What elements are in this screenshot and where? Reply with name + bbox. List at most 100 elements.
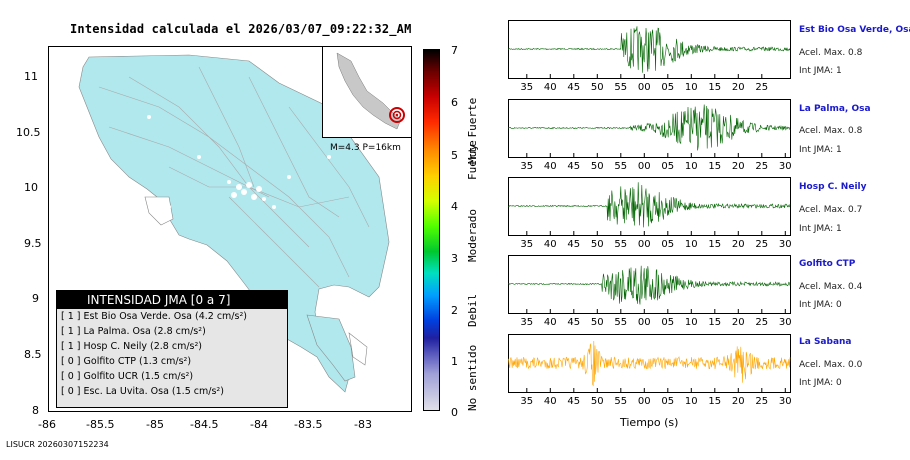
x-tick-label: 35 xyxy=(520,82,533,93)
colorbar-tick: 1 xyxy=(451,355,458,368)
x-tick-label: 25 xyxy=(755,82,768,93)
costa-rica-land xyxy=(78,54,390,393)
x-tick-label: 45 xyxy=(567,396,580,407)
legend-item: [ 0 ] Golfito UCR (1.5 cm/s²) xyxy=(61,371,194,382)
x-tick-label: 00 xyxy=(638,239,651,250)
x-tick: -84.5 xyxy=(190,418,219,431)
x-tick-label: 25 xyxy=(755,239,768,250)
x-tick-label: 05 xyxy=(661,82,674,93)
legend-item: [ 1 ] Hosp C. Neily (2.8 cm/s²) xyxy=(61,341,202,352)
x-tick: -85 xyxy=(146,418,164,431)
x-tick-label: 40 xyxy=(544,82,557,93)
seismogram-3: 35 40 45 50 55 00 05 10 15 20 25 30 xyxy=(508,255,792,328)
x-tick-label: 45 xyxy=(567,161,580,172)
station-name: Hosp C. Neily xyxy=(799,182,867,192)
x-tick-label: 05 xyxy=(661,396,674,407)
x-axis-label: Tiempo (s) xyxy=(620,416,679,429)
x-tick-label: 55 xyxy=(614,82,627,93)
x-tick-label: 40 xyxy=(544,317,557,328)
x-tick: -83 xyxy=(354,418,372,431)
x-tick-label: 20 xyxy=(732,396,745,407)
x-tick-label: 30 xyxy=(779,239,792,250)
y-tick: 11 xyxy=(24,70,38,83)
level-moderado: Moderado xyxy=(466,209,479,263)
seismogram-frame xyxy=(508,255,791,314)
x-tick-label: 20 xyxy=(732,239,745,250)
x-tick-label: 15 xyxy=(708,161,721,172)
x-tick-label: 55 xyxy=(614,396,627,407)
waveform-line xyxy=(508,340,791,387)
colorbar-tick: 6 xyxy=(451,96,458,109)
station-int: Int JMA: 0 xyxy=(799,300,842,310)
colorbar-tick: 4 xyxy=(451,200,458,213)
x-tick-label: 30 xyxy=(779,161,792,172)
x-tick-label: 00 xyxy=(638,317,651,328)
x-tick-label: 05 xyxy=(661,239,674,250)
x-tick-label: 15 xyxy=(708,239,721,250)
nicoya-gulf xyxy=(144,196,174,226)
station-int: Int JMA: 0 xyxy=(799,378,842,388)
level-no-sentido: No sentido xyxy=(466,344,479,412)
x-tick: -86 xyxy=(38,418,56,431)
x-tick-label: 25 xyxy=(755,161,768,172)
y-tick: 10 xyxy=(24,181,38,194)
y-tick: 10.5 xyxy=(16,126,41,139)
x-tick-label: 15 xyxy=(708,317,721,328)
seismogram-1: 35 40 45 50 55 00 05 10 15 20 25 30 xyxy=(508,99,792,172)
x-tick-label: 10 xyxy=(685,82,698,93)
x-tick-label: 10 xyxy=(685,317,698,328)
magnitude-depth-label: M=4.3 P=16km xyxy=(330,143,401,153)
footer-id: LISUCR 20260307152234 xyxy=(6,440,109,449)
colorbar-tick: 3 xyxy=(451,252,458,265)
x-tick-label: 10 xyxy=(685,161,698,172)
x-tick-label: 25 xyxy=(755,317,768,328)
x-tick-label: 35 xyxy=(520,239,533,250)
golfo-dulce xyxy=(348,332,368,366)
epicenter-inset-map xyxy=(322,46,412,138)
road-network xyxy=(98,66,370,288)
legend-item: [ 1 ] La Palma. Osa (2.8 cm/s²) xyxy=(61,326,206,337)
station-name: La Palma, Osa xyxy=(799,104,871,114)
x-tick-label: 35 xyxy=(520,396,533,407)
x-tick-label: 50 xyxy=(591,82,604,93)
chart-title: Intensidad calculada el 2026/03/07_09:22… xyxy=(70,22,412,36)
x-tick-label: 55 xyxy=(614,317,627,328)
station-acel: Acel. Max. 0.7 xyxy=(799,205,863,215)
x-tick-label: 05 xyxy=(661,317,674,328)
epicenter-ring xyxy=(389,107,405,123)
x-tick-label: 45 xyxy=(567,82,580,93)
osa-peninsula xyxy=(306,314,356,382)
x-tick-label: 20 xyxy=(732,317,745,328)
seismogram-2: 35 40 45 50 55 00 05 10 15 20 25 30 xyxy=(508,177,792,250)
x-tick-label: 55 xyxy=(614,239,627,250)
colorbar-tick: 5 xyxy=(451,149,458,162)
x-tick-label: 30 xyxy=(779,396,792,407)
legend-header: INTENSIDAD JMA [0 a 7] xyxy=(57,291,287,309)
inset-canvas xyxy=(323,47,411,137)
y-tick: 9.5 xyxy=(24,237,42,250)
station-int: Int JMA: 1 xyxy=(799,224,842,234)
x-tick-label: 40 xyxy=(544,161,557,172)
station-name: Est Bio Osa Verde, Osa xyxy=(799,25,910,35)
x-tick-label: 05 xyxy=(661,161,674,172)
x-tick-label: 15 xyxy=(708,396,721,407)
x-tick-label: 35 xyxy=(520,161,533,172)
x-tick: -83.5 xyxy=(294,418,323,431)
colorbar-gradient xyxy=(423,49,440,411)
x-tick-label: 30 xyxy=(779,317,792,328)
waveform-line xyxy=(508,265,791,305)
x-tick-label: 15 xyxy=(708,82,721,93)
waveform-line xyxy=(508,26,791,73)
x-tick-label: 50 xyxy=(591,239,604,250)
x-tick-label: 20 xyxy=(732,161,745,172)
station-acel: Acel. Max. 0.8 xyxy=(799,126,863,136)
level-fuerte: Fuerte xyxy=(466,140,479,180)
station-name: Golfito CTP xyxy=(799,259,856,269)
station-acel: Acel. Max. 0.0 xyxy=(799,360,863,370)
x-tick-label: 00 xyxy=(638,82,651,93)
level-debil: Debil xyxy=(466,293,479,327)
x-tick-label: 50 xyxy=(591,161,604,172)
seismogram-0: 35 40 45 50 55 00 05 10 15 20 25 xyxy=(508,20,791,93)
y-tick: 8 xyxy=(32,404,39,417)
x-tick-label: 50 xyxy=(591,317,604,328)
